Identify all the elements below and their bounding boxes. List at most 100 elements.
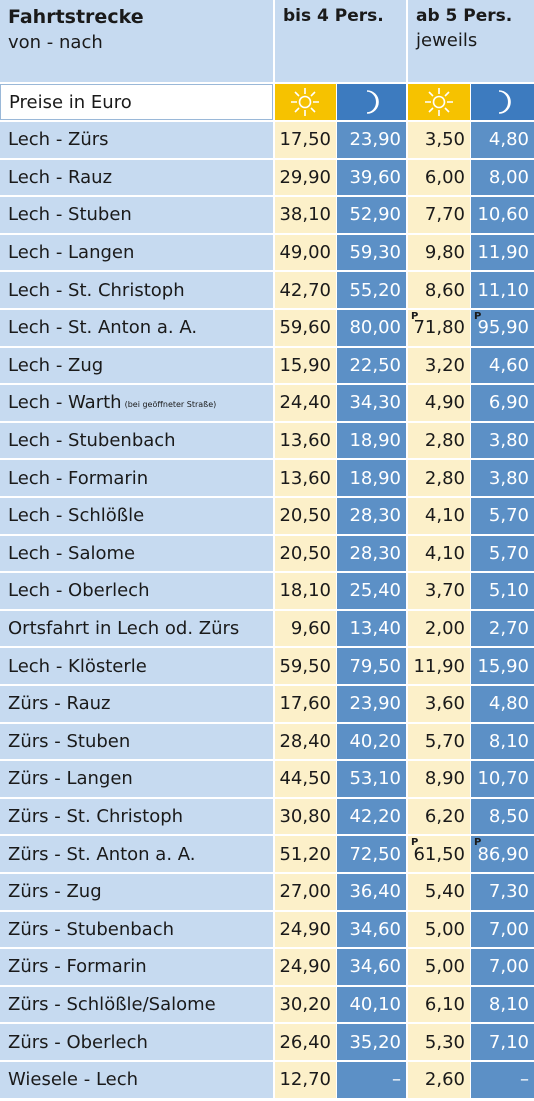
day-price: 61,50 P — [408, 836, 470, 872]
route-cell: Lech - Formarin — [0, 460, 273, 496]
route-cell: Ortsfahrt in Lech od. Zürs — [0, 610, 273, 647]
route-name: Zürs - Langen — [8, 768, 133, 790]
route-name: Lech - Stuben — [8, 204, 132, 226]
night-price: 8,00 — [471, 159, 534, 196]
day-price: 7,70 — [408, 197, 470, 233]
route-name: Zürs - Stuben — [8, 730, 131, 752]
night-price: 7,10 — [471, 1024, 534, 1060]
day-icon-cell — [408, 84, 470, 120]
route-name: Lech - Zug — [8, 354, 104, 376]
night-price: – — [337, 1062, 406, 1098]
night-price: 59,30 — [337, 234, 406, 271]
route-name: Lech - Stubenbach — [8, 430, 176, 452]
day-price: 8,60 — [408, 272, 470, 308]
route-cell: Lech - Rauz — [0, 159, 273, 196]
route-cell: Lech - Zürs — [0, 122, 273, 158]
route-cell: Lech - Warth (bei geöffneter Straße) — [0, 385, 273, 421]
route-cell: Lech - Langen — [0, 234, 273, 271]
night-price: 72,50 — [337, 836, 406, 872]
night-price: 8,10 — [471, 723, 534, 760]
night-price: 55,20 — [337, 272, 406, 308]
route-name: Zürs - St. Anton a. A. — [8, 843, 196, 865]
day-price: 44,50 — [275, 761, 336, 797]
night-price: 3,80 — [471, 422, 534, 459]
day-price: 71,80 P — [408, 310, 470, 346]
night-price: 7,30 — [471, 874, 534, 910]
night-price: 39,60 — [337, 159, 406, 196]
route-name: Zürs - St. Christoph — [8, 806, 184, 828]
night-price: 18,90 — [337, 422, 406, 459]
night-price: 3,80 — [471, 460, 534, 496]
night-price: 95,90 P — [471, 310, 534, 346]
night-price: 53,10 — [337, 761, 406, 797]
day-price: 30,80 — [275, 798, 336, 835]
route-name: Lech - Formarin — [8, 467, 149, 489]
day-price: 9,60 — [275, 610, 336, 647]
day-price: 26,40 — [275, 1024, 336, 1060]
day-price: 42,70 — [275, 272, 336, 308]
day-price: 6,10 — [408, 986, 470, 1023]
day-price: 2,80 — [408, 422, 470, 459]
night-price: 7,00 — [471, 949, 534, 985]
group-title: bis 4 Pers. — [283, 6, 384, 26]
night-price: 79,50 — [337, 648, 406, 684]
night-price: 8,10 — [471, 986, 534, 1023]
night-price: 11,10 — [471, 272, 534, 308]
night-price: 28,30 — [337, 498, 406, 534]
route-cell: Zürs - Stubenbach — [0, 911, 273, 948]
route-name: Zürs - Stubenbach — [8, 918, 175, 940]
night-price: 25,40 — [337, 573, 406, 609]
route-name: Lech - Schlößle — [8, 505, 145, 527]
day-price: 3,60 — [408, 686, 470, 722]
day-price: 6,20 — [408, 798, 470, 835]
night-price: 4,60 — [471, 347, 534, 384]
night-price: 5,10 — [471, 573, 534, 609]
route-cell: Lech - Stuben — [0, 197, 273, 233]
day-price: 5,00 — [408, 949, 470, 985]
route-cell: Lech - Zug — [0, 347, 273, 384]
route-name: Lech - Warth — [8, 392, 122, 414]
day-price: 30,20 — [275, 986, 336, 1023]
day-price: 8,90 — [408, 761, 470, 797]
day-price: 49,00 — [275, 234, 336, 271]
night-price: 5,70 — [471, 535, 534, 572]
day-price: 24,40 — [275, 385, 336, 421]
group-title: ab 5 Pers. — [416, 6, 513, 26]
route-name: Zürs - Zug — [8, 881, 102, 903]
day-price: 4,10 — [408, 535, 470, 572]
route-cell: Zürs - Schlößle/Salome — [0, 986, 273, 1023]
night-price: 11,90 — [471, 234, 534, 271]
night-price: 23,90 — [337, 122, 406, 158]
day-price: 28,40 — [275, 723, 336, 760]
day-price: 11,90 — [408, 648, 470, 684]
route-name: Lech - Rauz — [8, 166, 113, 188]
route-cell: Zürs - Zug — [0, 874, 273, 910]
night-price: 52,90 — [337, 197, 406, 233]
day-price: 27,00 — [275, 874, 336, 910]
day-price: 17,50 — [275, 122, 336, 158]
route-cell: Lech - Oberlech — [0, 573, 273, 609]
day-price: 13,60 — [275, 422, 336, 459]
route-subtitle: von - nach — [8, 32, 103, 53]
day-price: 4,90 — [408, 385, 470, 421]
route-name: Lech - St. Christoph — [8, 279, 185, 301]
day-price: 5,40 — [408, 874, 470, 910]
day-price: 51,20 — [275, 836, 336, 872]
route-name: Lech - Oberlech — [8, 580, 150, 602]
night-price: – — [471, 1062, 534, 1098]
night-price: 40,20 — [337, 723, 406, 760]
route-name: Lech - St. Anton a. A. — [8, 317, 198, 339]
night-price: 7,00 — [471, 911, 534, 948]
route-cell: Wiesele - Lech — [0, 1062, 273, 1098]
surcharge-marker: P — [411, 837, 419, 849]
night-price: 2,70 — [471, 610, 534, 647]
route-name: Lech - Langen — [8, 242, 135, 264]
route-cell: Lech - St. Christoph — [0, 272, 273, 308]
route-cell: Zürs - St. Christoph — [0, 798, 273, 835]
day-price: 3,20 — [408, 347, 470, 384]
route-name: Zürs - Schlößle/Salome — [8, 994, 216, 1016]
surcharge-marker: P — [474, 311, 482, 322]
night-price: 13,40 — [337, 610, 406, 647]
route-cell: Lech - Salome — [0, 535, 273, 572]
